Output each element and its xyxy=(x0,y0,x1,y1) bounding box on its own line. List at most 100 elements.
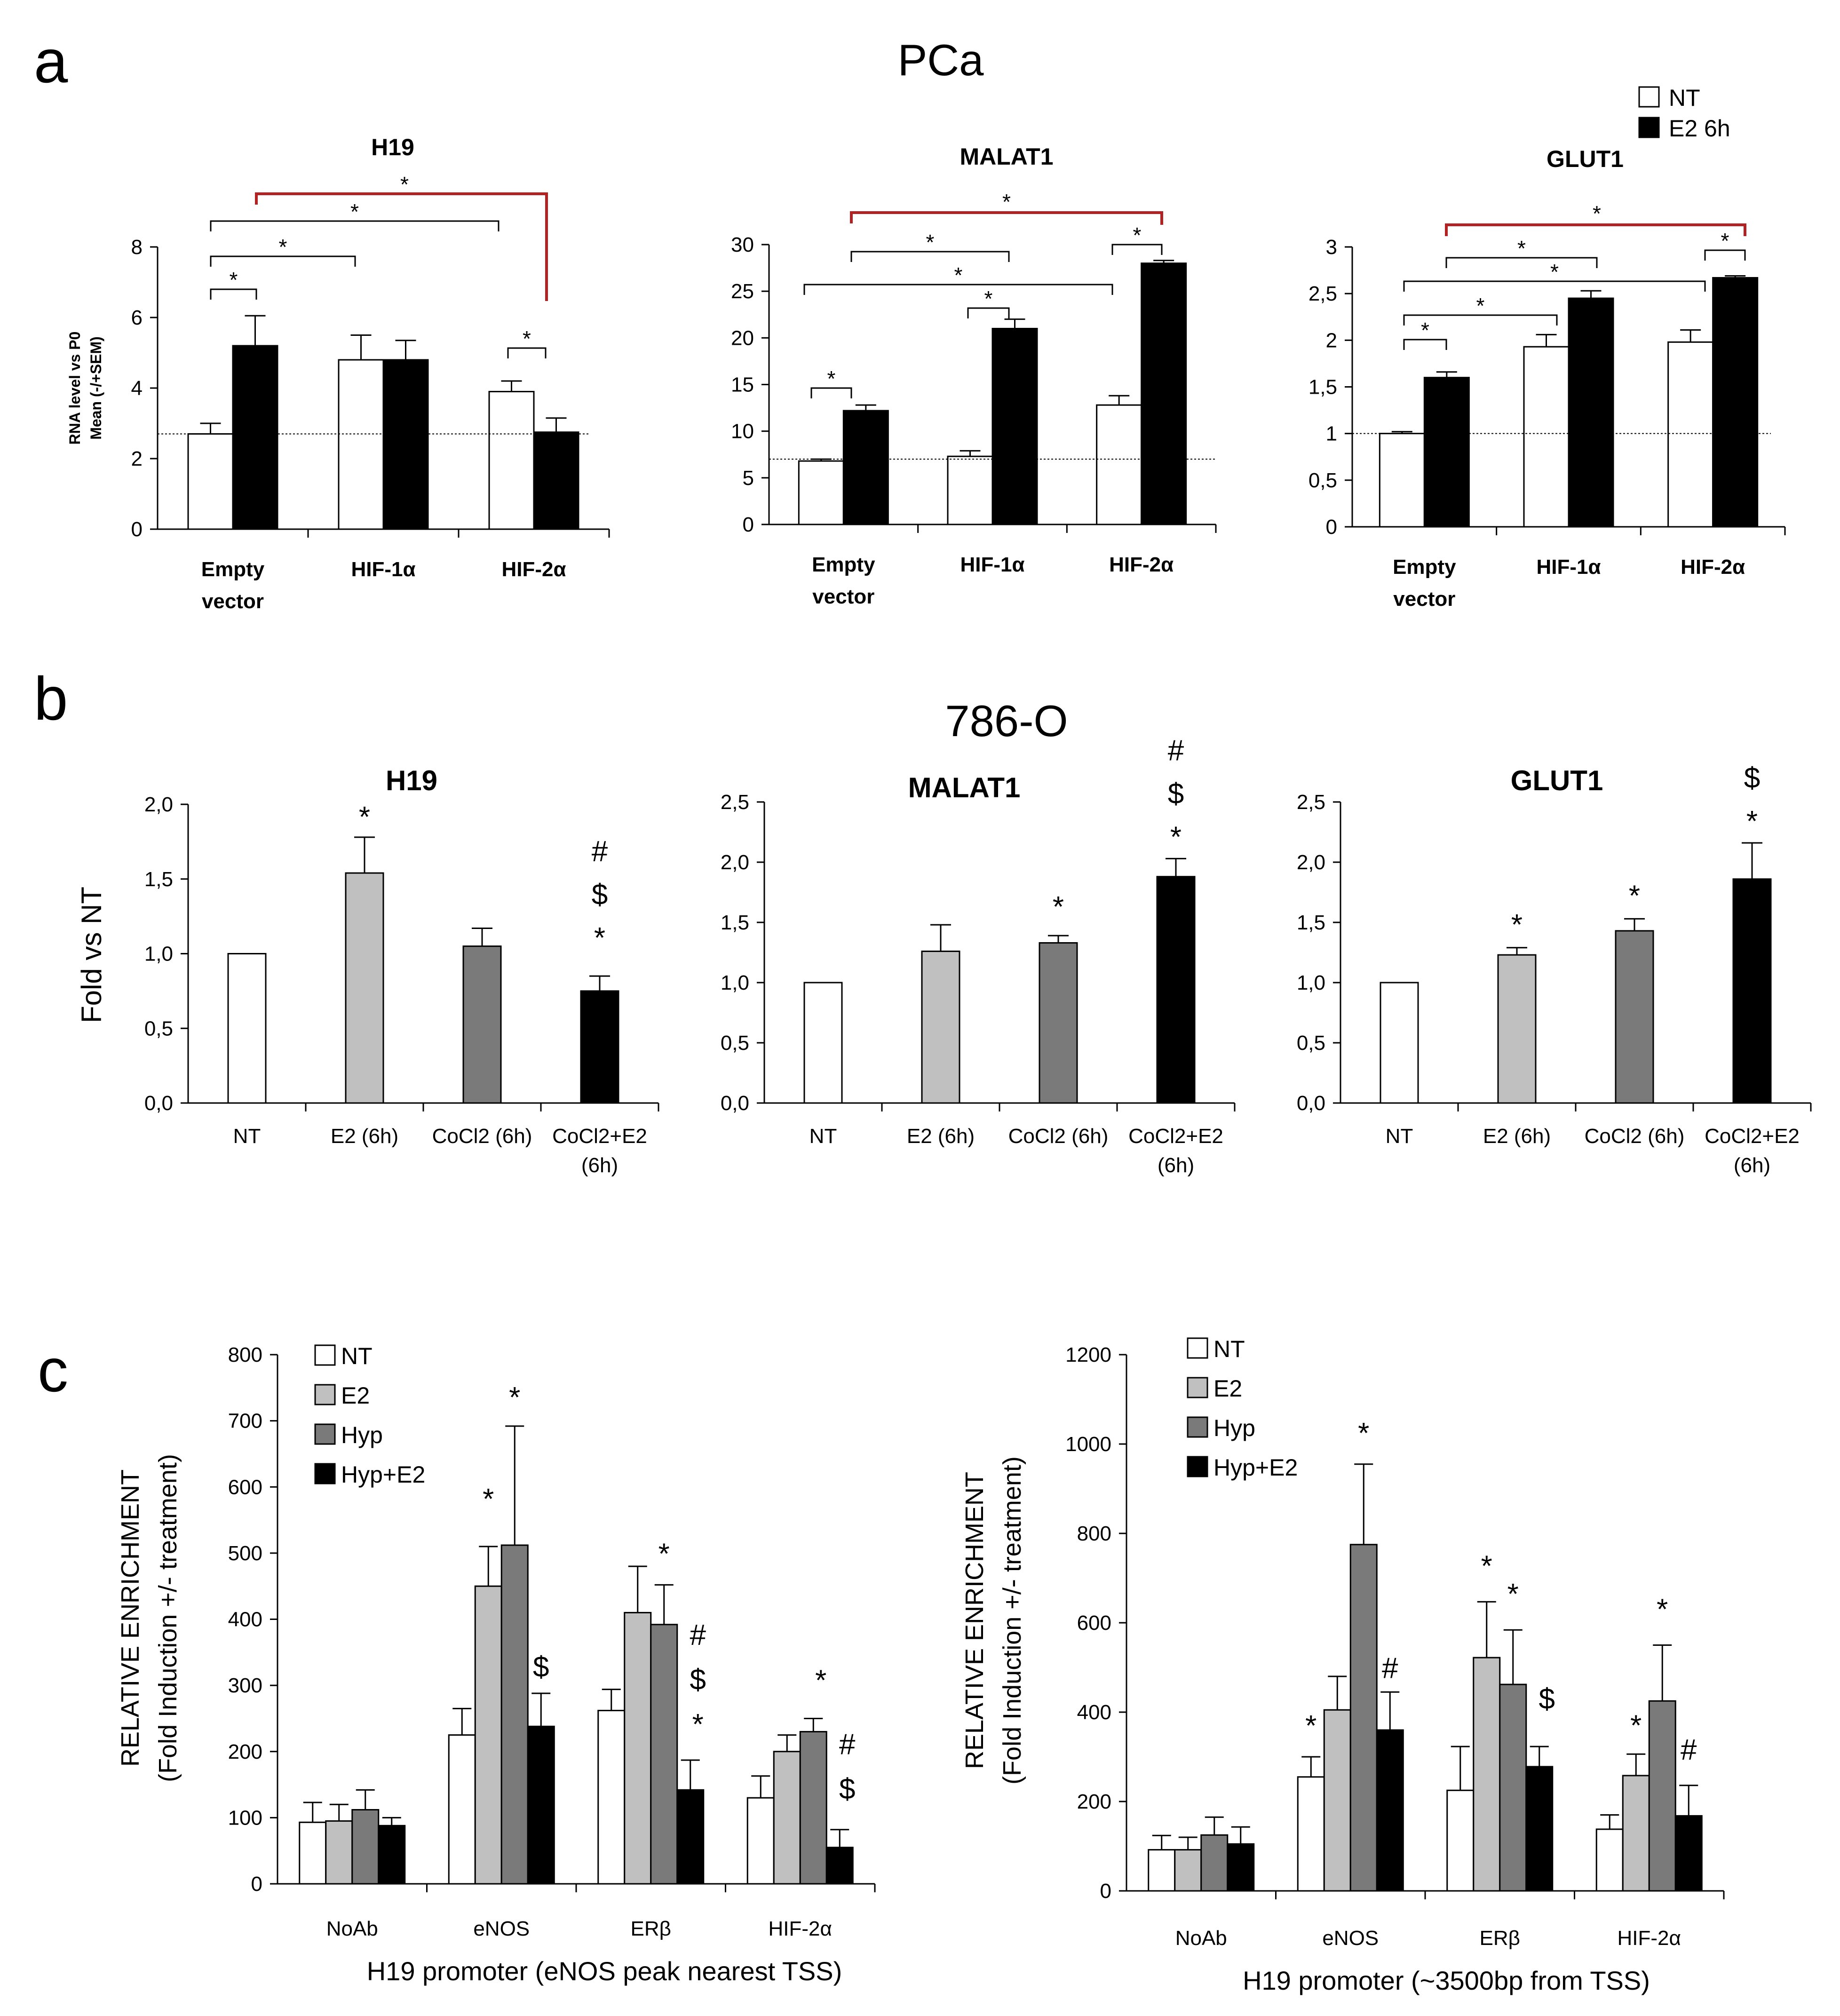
chart-title: H19 xyxy=(386,765,437,796)
significance-bracket xyxy=(1403,280,1706,292)
significance-star: * xyxy=(1517,236,1526,261)
significance-star: * xyxy=(400,172,409,197)
x-category-label: CoCl2+E2 xyxy=(1128,1125,1223,1148)
significance-mark: $ xyxy=(592,879,608,911)
legend-swatch-e2 xyxy=(1638,117,1660,138)
panel-c-label: c xyxy=(38,1336,68,1405)
legend-label: NT xyxy=(1213,1336,1245,1362)
significance-bracket xyxy=(967,307,1010,318)
bar xyxy=(1712,277,1759,528)
y-tick-label: 6 xyxy=(131,306,143,329)
x-category-label: vector xyxy=(202,590,264,613)
x-category-label: HIF-1α xyxy=(960,553,1024,576)
y-axis-label: Mean (-/+SEM) xyxy=(87,336,104,440)
bar xyxy=(1297,1776,1325,1892)
y-tick-label: 1,5 xyxy=(1297,911,1325,934)
chart-title: MALAT1 xyxy=(960,143,1053,170)
significance-mark: # xyxy=(690,1619,706,1651)
y-tick-label: 2,0 xyxy=(721,851,749,874)
significance-mark: * xyxy=(483,1483,494,1516)
y-tick-label: 300 xyxy=(228,1674,262,1697)
bar xyxy=(533,431,579,530)
bar xyxy=(1622,1775,1650,1892)
bar xyxy=(1499,1683,1527,1892)
panel-a-title: PCa xyxy=(898,35,984,85)
legend-swatch xyxy=(1187,1377,1208,1398)
bar xyxy=(1732,878,1772,1104)
y-tick-label: 700 xyxy=(228,1410,262,1433)
x-category-label: vector xyxy=(812,585,874,608)
y-tick-label: 0,5 xyxy=(144,1017,173,1040)
chart-b-h19: 0,0 0,5 1,0 1,5 2,0 NT E2 (6h) CoCl2 (6h) CoCl2+… xyxy=(76,765,659,1177)
chart-title: GLUT1 xyxy=(1511,765,1603,796)
significance-mark: * xyxy=(1053,891,1064,923)
chart-b-malat1: 0,0 0,5 1,0 1,5 2,0 2,5 NT E2 (6h) CoCl2 (6h) CoC… xyxy=(721,734,1236,1177)
bar xyxy=(947,455,993,525)
bar xyxy=(488,391,535,530)
bar xyxy=(500,1544,529,1885)
legend-swatch-nt xyxy=(1638,86,1660,108)
bar xyxy=(1525,1766,1554,1892)
panel-a-label: a xyxy=(34,27,68,95)
bar xyxy=(1380,982,1419,1104)
legend-label: Hyp xyxy=(1213,1415,1255,1441)
y-tick-label: 1200 xyxy=(1065,1343,1111,1366)
x-category-label: (6h) xyxy=(1158,1154,1194,1177)
y-tick-label: 3 xyxy=(1326,236,1337,259)
x-category-label: CoCl2 (6h) xyxy=(432,1125,532,1148)
bar xyxy=(580,990,619,1104)
legend-swatch xyxy=(314,1423,336,1445)
significance-mark: $ xyxy=(1168,778,1184,810)
legend-swatch xyxy=(314,1344,336,1366)
x-category-label: HIF-2α xyxy=(501,558,566,581)
y-tick-label: 2,5 xyxy=(721,791,749,814)
x-category-label: eNOS xyxy=(1322,1927,1379,1950)
significance-mark: * xyxy=(1511,909,1523,941)
x-axis-title: H19 promoter (eNOS peak nearest TSS) xyxy=(367,1956,842,1986)
y-tick-label: 0,5 xyxy=(721,1032,749,1055)
significance-mark: * xyxy=(359,801,370,833)
bar xyxy=(1096,404,1142,525)
significance-mark: # xyxy=(592,835,608,868)
significance-mark: * xyxy=(509,1381,520,1414)
legend-label: E2 6h xyxy=(1669,115,1730,142)
y-tick-label: 4 xyxy=(131,377,143,400)
legend-label: NT xyxy=(1669,85,1700,111)
y-tick-label: 1,0 xyxy=(721,971,749,994)
y-axis-label: (Fold Induction +/- treatment) xyxy=(998,1456,1026,1785)
y-tick-label: 0 xyxy=(131,518,143,541)
significance-star: * xyxy=(1550,260,1559,284)
y-tick-label: 600 xyxy=(228,1476,262,1499)
legend-label: Hyp xyxy=(341,1422,383,1448)
significance-star: * xyxy=(984,286,993,311)
significance-bracket xyxy=(210,288,257,300)
y-tick-label: 10 xyxy=(731,420,754,443)
significance-star: * xyxy=(1593,201,1601,226)
y-axis-label: RELATIVE ENRICHMENT xyxy=(116,1469,144,1767)
significance-mark: # xyxy=(1382,1652,1398,1684)
x-category-label: (6h) xyxy=(1734,1154,1770,1177)
chart-title: GLUT1 xyxy=(1547,146,1624,172)
bar xyxy=(991,328,1038,525)
bar xyxy=(1376,1729,1404,1892)
significance-mark: $ xyxy=(1539,1683,1555,1715)
significance-mark: * xyxy=(1630,1709,1642,1742)
significance-mark: $ xyxy=(533,1651,549,1683)
y-axis-label: RNA level vs P0 xyxy=(66,332,83,445)
y-tick-label: 0,0 xyxy=(144,1092,173,1115)
legend-label: E2 xyxy=(1213,1375,1242,1402)
bar xyxy=(798,460,844,525)
bar xyxy=(187,433,234,530)
bar xyxy=(232,345,278,530)
significance-mark: * xyxy=(815,1664,826,1697)
legend-swatch xyxy=(314,1384,336,1405)
bar xyxy=(1141,262,1187,525)
significance-bracket xyxy=(1704,249,1746,261)
significance-mark: * xyxy=(1170,821,1182,853)
significance-bracket xyxy=(850,251,1010,262)
significance-bracket-red xyxy=(1445,223,1746,236)
bar xyxy=(527,1725,555,1885)
bar xyxy=(799,1731,827,1885)
y-tick-label: 15 xyxy=(731,373,754,397)
